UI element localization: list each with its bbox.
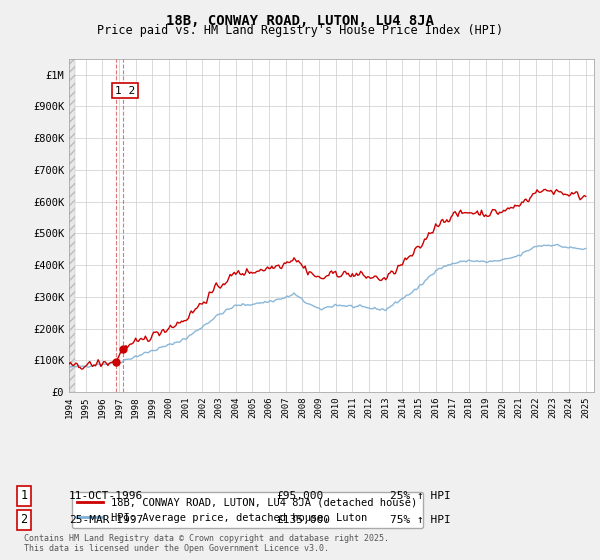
Bar xyxy=(69,59,75,392)
Text: 25% ↑ HPI: 25% ↑ HPI xyxy=(390,491,451,501)
Text: 1: 1 xyxy=(20,489,28,502)
Text: Contains HM Land Registry data © Crown copyright and database right 2025.
This d: Contains HM Land Registry data © Crown c… xyxy=(24,534,389,553)
Text: £95,000: £95,000 xyxy=(276,491,323,501)
Text: 2: 2 xyxy=(20,513,28,526)
Text: Price paid vs. HM Land Registry's House Price Index (HPI): Price paid vs. HM Land Registry's House … xyxy=(97,24,503,37)
Legend: 18B, CONWAY ROAD, LUTON, LU4 8JA (detached house), HPI: Average price, detached : 18B, CONWAY ROAD, LUTON, LU4 8JA (detach… xyxy=(71,492,422,528)
Text: 75% ↑ HPI: 75% ↑ HPI xyxy=(390,515,451,525)
Text: 11-OCT-1996: 11-OCT-1996 xyxy=(69,491,143,501)
Text: 1 2: 1 2 xyxy=(115,86,135,96)
Text: 25-MAR-1997: 25-MAR-1997 xyxy=(69,515,143,525)
Text: £135,000: £135,000 xyxy=(276,515,330,525)
Text: 18B, CONWAY ROAD, LUTON, LU4 8JA: 18B, CONWAY ROAD, LUTON, LU4 8JA xyxy=(166,14,434,28)
